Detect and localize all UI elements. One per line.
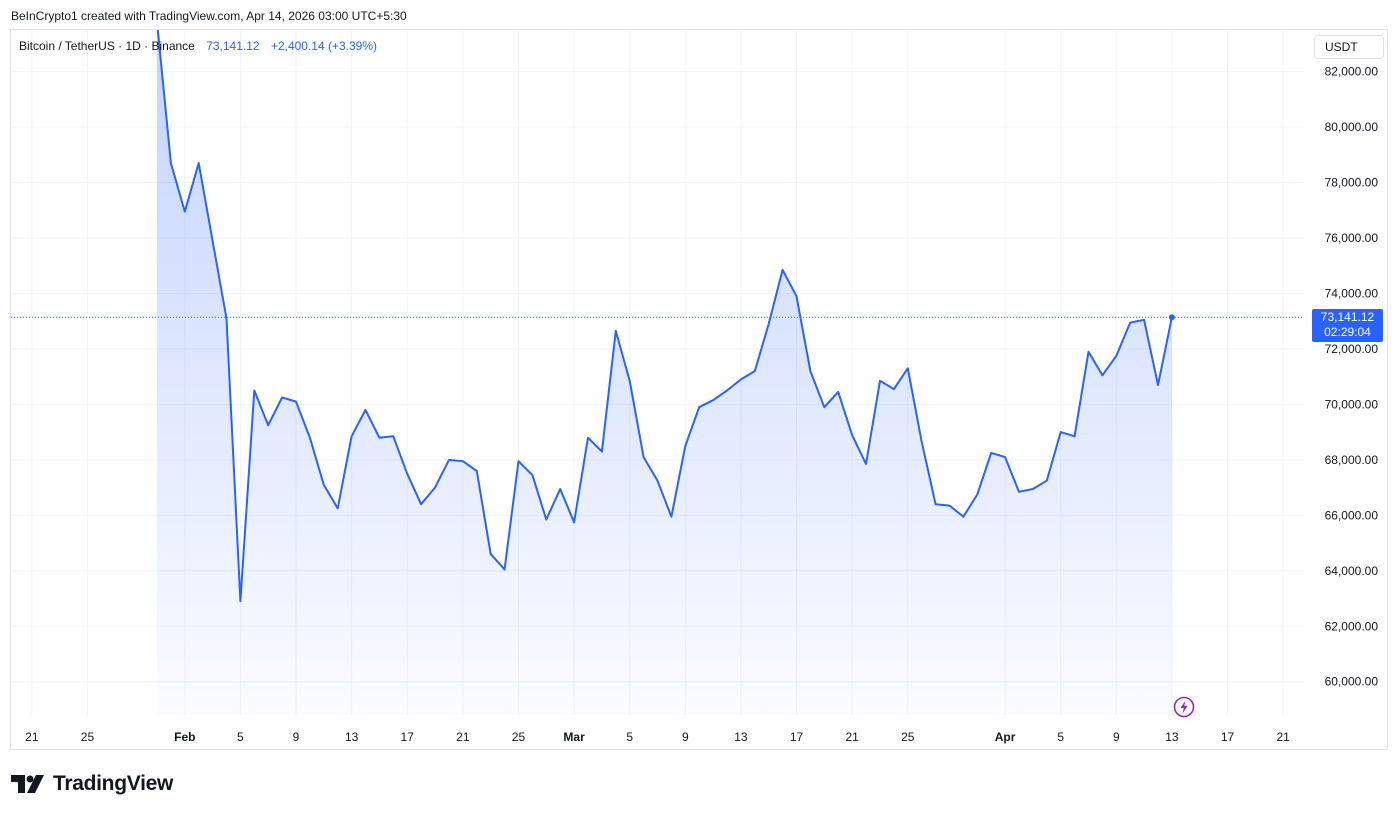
x-tick-label: 25 (512, 730, 526, 744)
x-tick-label: 13 (1165, 730, 1179, 744)
price-area-fill (157, 30, 1172, 715)
lightning-bolt-icon[interactable] (1173, 696, 1195, 718)
x-tick-label: 9 (1113, 730, 1120, 744)
tradingview-logo-icon (11, 775, 44, 793)
x-tick-label: 17 (1221, 730, 1235, 744)
y-tick-label: 82,000.00 (1325, 65, 1379, 79)
y-tick-label: 68,000.00 (1325, 453, 1379, 467)
x-tick-label: Apr (995, 730, 1016, 744)
x-tick-label: Mar (563, 730, 585, 744)
y-tick-label: 80,000.00 (1325, 120, 1379, 134)
x-tick-label: 21 (845, 730, 859, 744)
chart-credit: BeInCrypto1 created with TradingView.com… (11, 9, 407, 23)
x-tick-label: 17 (401, 730, 415, 744)
y-tick-label: 66,000.00 (1325, 508, 1379, 522)
bar-countdown: 02:29:04 (1324, 325, 1371, 339)
last-price-value: 73,141.12 (1320, 310, 1375, 324)
tradingview-wordmark: TradingView (53, 772, 174, 795)
symbol-legend[interactable]: Bitcoin / TetherUS · 1D · Binance 73,141… (19, 39, 381, 53)
x-tick-label: 5 (626, 730, 633, 744)
x-tick-label: 5 (237, 730, 244, 744)
x-tick-label: 21 (456, 730, 470, 744)
y-tick-label: 64,000.00 (1325, 564, 1379, 578)
x-tick-label: 21 (1276, 730, 1290, 744)
price-line[interactable] (156, 22, 1173, 603)
x-tick-label: 21 (25, 730, 39, 744)
price-axis[interactable]: 60,000.00 62,000.00 64,000.00 66,000.00 68,0… (1325, 65, 1379, 689)
last-price-dot (1168, 314, 1175, 321)
y-tick-label: 60,000.00 (1325, 675, 1379, 689)
time-axis[interactable]: 21 25 Feb 5 9 13 17 21 25 Mar 5 9 13 17 21 25 Apr 5 9 13 17 2… (25, 730, 1290, 744)
symbol-price: 73,141.12 (206, 39, 260, 53)
x-tick-label: Feb (174, 730, 195, 744)
x-tick-label: 5 (1057, 730, 1064, 744)
symbol-change: +2,400.14 (+3.39%) (270, 39, 378, 53)
y-tick-label: 74,000.00 (1325, 286, 1379, 300)
x-tick-label: 9 (293, 730, 300, 744)
symbol-name[interactable]: Bitcoin / TetherUS · 1D · Binance (19, 39, 195, 53)
x-tick-label: 9 (682, 730, 689, 744)
y-tick-label: 70,000.00 (1325, 397, 1379, 411)
x-tick-label: 17 (790, 730, 804, 744)
x-tick-label: 13 (345, 730, 359, 744)
y-tick-label: 76,000.00 (1325, 231, 1379, 245)
y-tick-label: 78,000.00 (1325, 176, 1379, 190)
y-tick-label: 72,000.00 (1325, 342, 1379, 356)
y-tick-label: 62,000.00 (1325, 619, 1379, 633)
x-tick-label: 25 (81, 730, 95, 744)
x-tick-label: 25 (901, 730, 915, 744)
x-tick-label: 13 (734, 730, 748, 744)
tradingview-logo[interactable]: TradingView (11, 771, 173, 797)
last-price-badge: 73,141.12 02:29:04 (1312, 309, 1383, 342)
currency-button[interactable]: USDT (1314, 35, 1384, 59)
chart-frame (10, 29, 1388, 750)
